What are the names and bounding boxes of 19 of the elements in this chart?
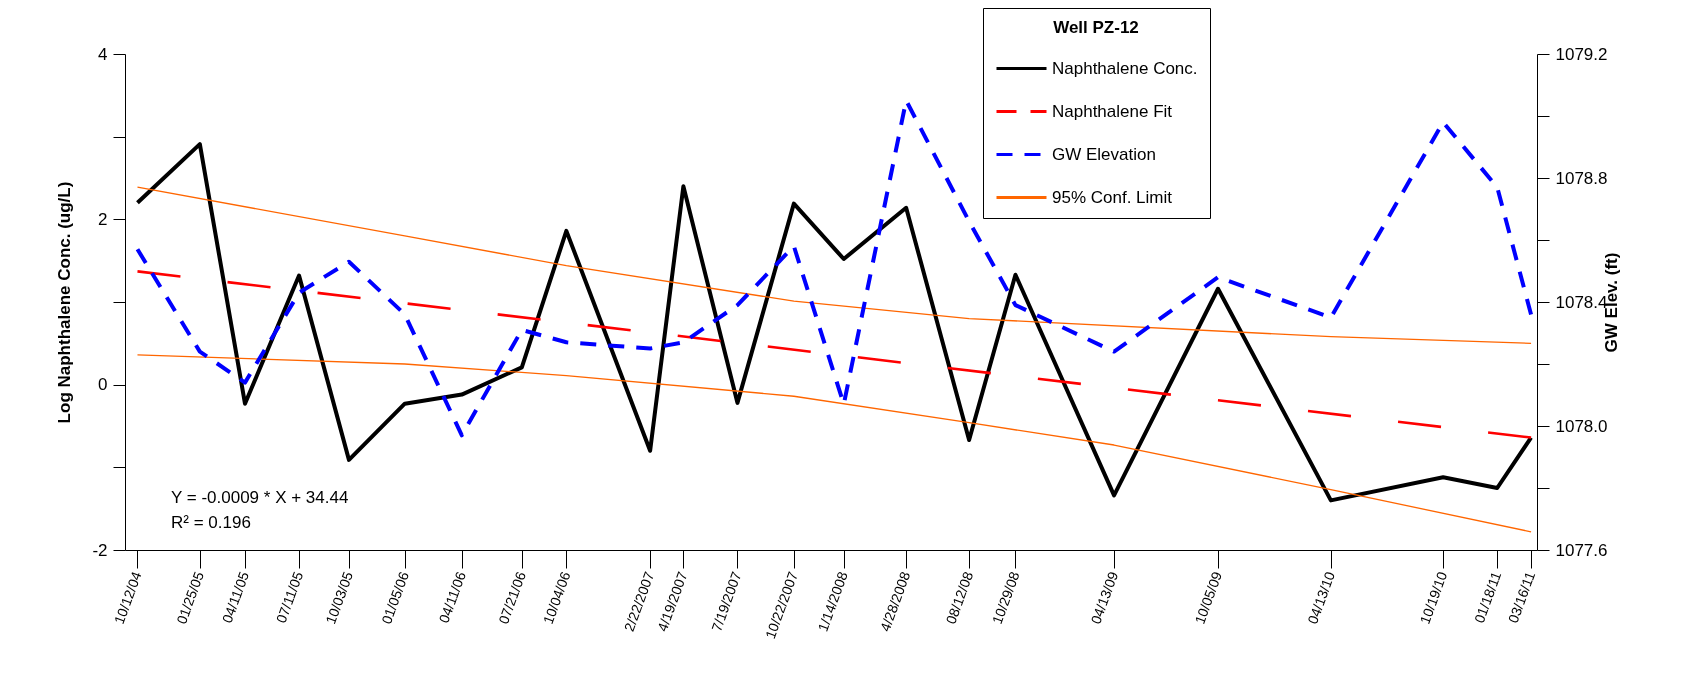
y2-tick-label: 1077.6 <box>1555 540 1608 560</box>
y-tick-label: 0 <box>98 375 108 395</box>
line-series <box>136 186 1532 344</box>
legend-label: Naphthalene Fit <box>1052 101 1173 121</box>
legend-label: GW Elevation <box>1052 144 1156 164</box>
legend-label: Naphthalene Conc. <box>1052 58 1198 78</box>
annotation: R² = 0.196 <box>171 513 251 532</box>
y2-tick-label: 1079.2 <box>1555 44 1608 64</box>
y2-tick-label: 1078.0 <box>1555 416 1608 436</box>
y2-tick-label: 1078.8 <box>1555 168 1608 188</box>
line-series <box>135 142 1534 503</box>
line-series <box>136 354 1532 533</box>
legend-label: 95% Conf. Limit <box>1052 187 1173 207</box>
y-tick-label: 4 <box>98 44 108 64</box>
y-axis-title: Log Naphthalene Conc. (ug/L) <box>55 181 75 424</box>
annotation: Y = -0.0009 * X + 34.44 <box>171 488 349 507</box>
legend-title: Well PZ-12 <box>1053 18 1139 37</box>
y-tick-label: 2 <box>98 209 108 229</box>
y-tick-label: -2 <box>92 540 108 560</box>
